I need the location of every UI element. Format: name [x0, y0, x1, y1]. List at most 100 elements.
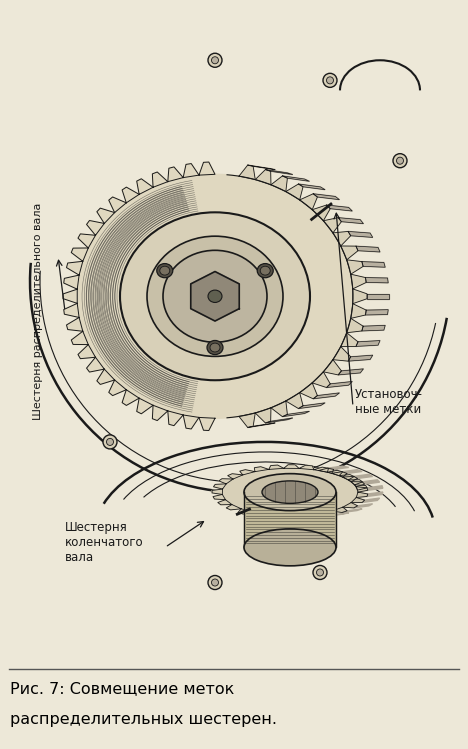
Polygon shape [219, 479, 233, 484]
Polygon shape [78, 234, 95, 248]
Polygon shape [356, 487, 368, 492]
Ellipse shape [207, 341, 223, 354]
Polygon shape [265, 418, 292, 423]
Polygon shape [226, 505, 241, 510]
Ellipse shape [323, 73, 337, 88]
Ellipse shape [103, 435, 117, 449]
Ellipse shape [208, 290, 222, 303]
Text: распределительных шестерен.: распределительных шестерен. [10, 712, 277, 727]
Polygon shape [348, 355, 373, 361]
Polygon shape [122, 389, 139, 405]
Polygon shape [248, 165, 275, 170]
Polygon shape [299, 403, 325, 408]
Polygon shape [351, 482, 365, 487]
Polygon shape [213, 484, 226, 489]
Polygon shape [312, 372, 330, 387]
Polygon shape [342, 509, 362, 512]
Polygon shape [97, 369, 115, 384]
Polygon shape [343, 503, 358, 508]
Ellipse shape [210, 343, 220, 352]
Ellipse shape [212, 57, 219, 64]
Polygon shape [228, 473, 243, 479]
Polygon shape [109, 380, 126, 395]
Polygon shape [269, 465, 284, 470]
Polygon shape [168, 411, 183, 425]
Ellipse shape [147, 236, 283, 357]
Polygon shape [240, 470, 255, 475]
Polygon shape [271, 176, 287, 192]
Polygon shape [328, 466, 349, 470]
Polygon shape [323, 360, 341, 375]
Polygon shape [351, 497, 365, 503]
Polygon shape [313, 393, 339, 398]
Polygon shape [347, 260, 363, 274]
Polygon shape [367, 294, 389, 299]
Polygon shape [283, 411, 309, 416]
Polygon shape [252, 512, 267, 518]
Text: Шестерня
коленчатого
вала: Шестерня коленчатого вала [65, 521, 144, 564]
Polygon shape [332, 472, 347, 477]
Polygon shape [338, 218, 363, 224]
Polygon shape [300, 194, 317, 210]
Polygon shape [64, 303, 79, 318]
Polygon shape [343, 476, 358, 482]
Ellipse shape [163, 250, 267, 342]
Polygon shape [300, 383, 317, 398]
Ellipse shape [262, 481, 318, 503]
Polygon shape [328, 470, 343, 476]
Polygon shape [341, 246, 358, 260]
Polygon shape [319, 511, 334, 516]
Polygon shape [286, 392, 303, 408]
Polygon shape [87, 220, 104, 235]
Ellipse shape [107, 438, 114, 446]
Polygon shape [78, 345, 95, 359]
Ellipse shape [208, 575, 222, 589]
Polygon shape [327, 205, 352, 211]
Text: Установоч-
ные метки: Установоч- ные метки [355, 388, 423, 416]
Polygon shape [314, 467, 329, 472]
Polygon shape [153, 172, 168, 187]
Polygon shape [122, 187, 139, 203]
Polygon shape [354, 474, 373, 479]
Polygon shape [137, 398, 153, 413]
Polygon shape [366, 309, 388, 315]
Polygon shape [238, 509, 253, 514]
Polygon shape [341, 333, 358, 347]
Polygon shape [367, 486, 383, 491]
Polygon shape [63, 289, 77, 303]
Polygon shape [319, 468, 334, 473]
Polygon shape [353, 289, 367, 303]
Polygon shape [323, 218, 341, 233]
Ellipse shape [316, 569, 323, 576]
Polygon shape [333, 231, 351, 246]
Polygon shape [199, 417, 215, 431]
Polygon shape [64, 275, 79, 289]
Polygon shape [327, 381, 352, 387]
Polygon shape [355, 485, 367, 490]
Polygon shape [338, 369, 363, 375]
Polygon shape [77, 175, 353, 418]
Polygon shape [87, 357, 104, 372]
Polygon shape [218, 500, 232, 505]
Ellipse shape [244, 529, 336, 565]
Polygon shape [271, 401, 287, 416]
Ellipse shape [260, 266, 270, 275]
Polygon shape [222, 468, 358, 516]
Polygon shape [328, 513, 349, 516]
Polygon shape [333, 347, 351, 361]
Polygon shape [213, 494, 226, 500]
Polygon shape [168, 167, 183, 182]
Ellipse shape [157, 264, 173, 278]
Polygon shape [367, 492, 383, 497]
Polygon shape [283, 176, 309, 181]
Polygon shape [366, 278, 388, 283]
Polygon shape [356, 246, 380, 252]
Ellipse shape [160, 266, 170, 275]
Polygon shape [332, 507, 347, 512]
Polygon shape [66, 261, 83, 275]
Polygon shape [199, 162, 215, 175]
Polygon shape [66, 318, 83, 331]
Ellipse shape [208, 53, 222, 67]
Ellipse shape [393, 154, 407, 168]
Ellipse shape [313, 565, 327, 580]
